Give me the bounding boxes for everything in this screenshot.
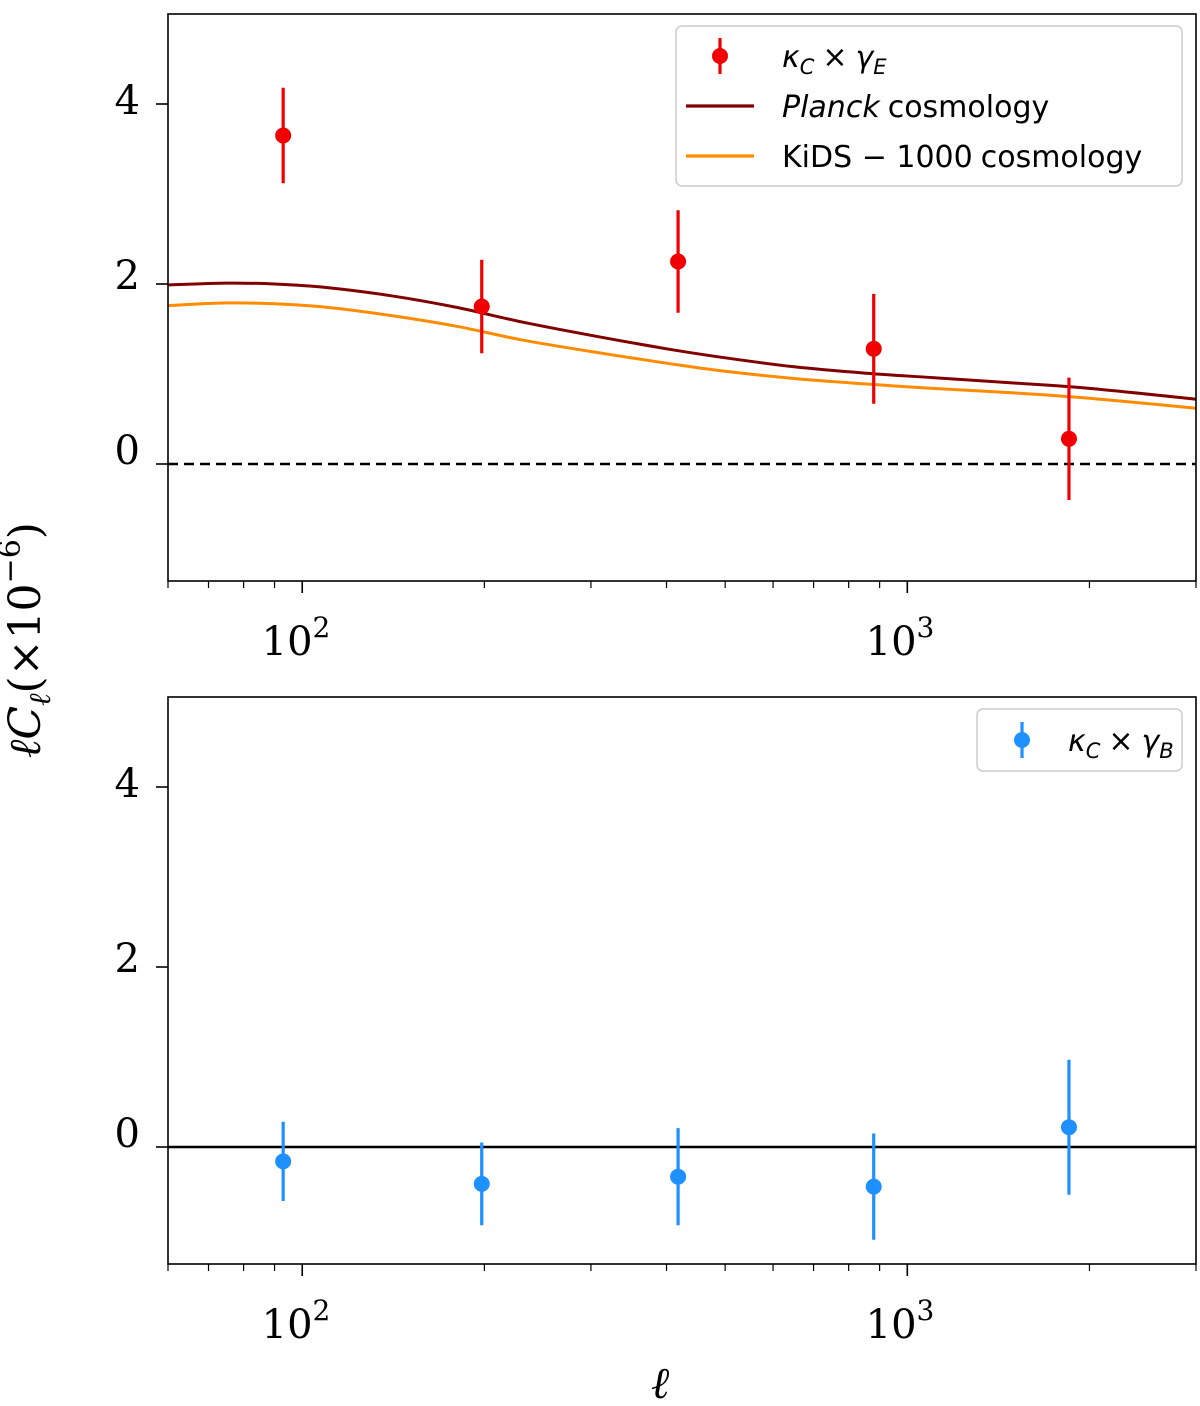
top-data-point-1 bbox=[473, 298, 490, 315]
top-plot-frame bbox=[167, 13, 1197, 582]
legend-label-kids: KiDS − 1000 cosmology bbox=[782, 140, 1142, 175]
top-data-point-2 bbox=[670, 253, 687, 270]
bottom-data-point-4 bbox=[1060, 1119, 1077, 1136]
bottom-ytick-label-0: 0 bbox=[115, 1111, 140, 1157]
bottom-data-points bbox=[275, 1059, 1077, 1240]
legend-marker-kc-ge bbox=[712, 38, 728, 74]
bottom-ytick-label-2: 2 bbox=[115, 936, 140, 982]
bottom-xtick-label-1000: 103 bbox=[866, 1294, 935, 1348]
bottom-data-point-2 bbox=[670, 1168, 687, 1185]
top-legend: κC × γE Planck cosmology KiDS − 1000 cosmolo… bbox=[675, 25, 1183, 187]
bottom-x-ticks bbox=[167, 1264, 1197, 1276]
top-legend-box bbox=[675, 25, 1183, 187]
legend-marker-kc-gb bbox=[1014, 722, 1030, 758]
bottom-data-point-0 bbox=[275, 1153, 292, 1170]
legend-label-kc-ge: κC × γE bbox=[782, 40, 887, 79]
top-ytick-label-4: 4 bbox=[115, 78, 140, 124]
y-axis-title: ℓCℓ(×10−6) bbox=[0, 522, 58, 758]
top-x-ticks bbox=[167, 581, 1197, 593]
top-model-lines bbox=[167, 281, 1197, 410]
top-series-line-2 bbox=[167, 301, 1197, 410]
top-xtick-label-100: 102 bbox=[262, 611, 331, 665]
top-ytick-label-2: 2 bbox=[115, 253, 140, 299]
top-data-points bbox=[275, 87, 1077, 500]
bottom-xtick-label-100: 102 bbox=[262, 1294, 331, 1348]
legend-label-kc-gb: κC × γB bbox=[1068, 724, 1174, 763]
top-ytick-label-0: 0 bbox=[115, 428, 140, 474]
top-data-point-4 bbox=[1060, 430, 1077, 447]
bottom-y-ticks bbox=[156, 786, 168, 1148]
bottom-data-point-3 bbox=[865, 1178, 882, 1195]
top-xtick-label-1000: 103 bbox=[866, 611, 935, 665]
bottom-data-point-1 bbox=[473, 1175, 490, 1192]
top-data-point-0 bbox=[275, 127, 292, 144]
top-series-line-1 bbox=[167, 281, 1197, 401]
x-axis-title: ℓ bbox=[651, 1358, 670, 1406]
bottom-legend: κC × γB bbox=[976, 708, 1183, 772]
bottom-panel: 4 2 0 102 103 κC × γB bbox=[115, 696, 1197, 1348]
top-panel: 4 2 0 102 103 κC × γE Planck cosmology KiDS… bbox=[115, 13, 1197, 665]
bottom-legend-box bbox=[976, 708, 1183, 772]
top-data-point-3 bbox=[865, 340, 882, 357]
legend-label-planck: Planck cosmology bbox=[782, 90, 1049, 125]
bottom-plot-frame bbox=[167, 696, 1197, 1265]
top-y-ticks bbox=[156, 103, 168, 465]
bottom-ytick-label-4: 4 bbox=[115, 761, 140, 807]
